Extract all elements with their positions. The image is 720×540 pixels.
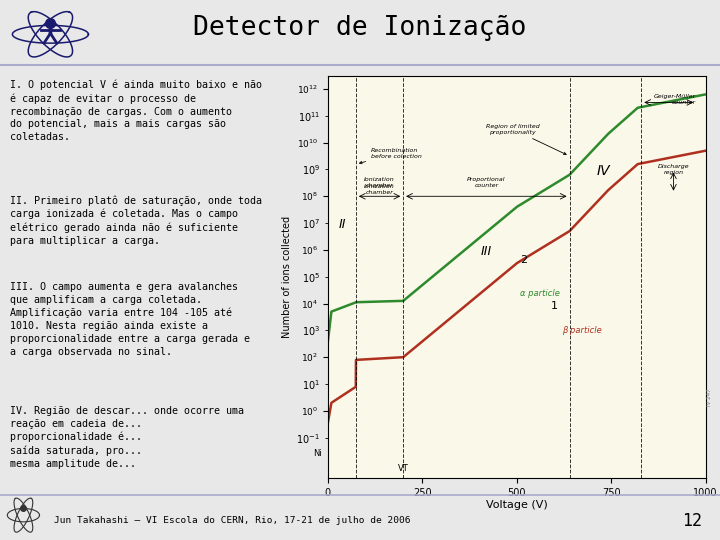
Text: Recombination
before colection: Recombination before colection bbox=[359, 148, 422, 164]
Text: III: III bbox=[481, 245, 492, 258]
Text: Jun Takahashi – VI Escola do CERN, Rio, 17-21 de julho de 2006: Jun Takahashi – VI Escola do CERN, Rio, … bbox=[54, 516, 410, 525]
Text: II. Primeiro platô de saturação, onde toda
carga ionizada é coletada. Mas o camp: II. Primeiro platô de saturação, onde to… bbox=[10, 195, 262, 246]
Text: α particle: α particle bbox=[521, 288, 560, 298]
Text: β particle: β particle bbox=[562, 326, 602, 335]
Text: III. O campo aumenta e gera avalanches
que amplificam a carga coletada.
Amplific: III. O campo aumenta e gera avalanches q… bbox=[10, 282, 251, 357]
Text: IV 247: IV 247 bbox=[708, 389, 713, 406]
Text: II: II bbox=[339, 219, 346, 232]
Text: I. O potencial V é ainda muito baixo e não
é capaz de evitar o processo de
recom: I. O potencial V é ainda muito baixo e n… bbox=[10, 80, 262, 142]
Text: Ionization
chamber: Ionization chamber bbox=[364, 178, 395, 188]
Text: 1: 1 bbox=[551, 301, 558, 311]
Text: IV: IV bbox=[597, 164, 611, 178]
X-axis label: Voltage (V): Voltage (V) bbox=[486, 501, 547, 510]
Text: 12: 12 bbox=[682, 511, 702, 530]
Text: Ni: Ni bbox=[313, 449, 322, 458]
Text: Ionization
chamber: Ionization chamber bbox=[364, 184, 395, 195]
Text: 2: 2 bbox=[521, 255, 528, 265]
Text: Proportional
counter: Proportional counter bbox=[467, 178, 505, 188]
Text: Region of limited
proportionality: Region of limited proportionality bbox=[486, 124, 566, 154]
Text: IV. Região de descar... onde ocorre uma
reação em cadeia de...
proporcionalidade: IV. Região de descar... onde ocorre uma … bbox=[10, 406, 244, 469]
Text: VT: VT bbox=[398, 464, 408, 474]
Text: Detector de Ionização: Detector de Ionização bbox=[193, 15, 527, 42]
Text: Geiger-Müller
counter: Geiger-Müller counter bbox=[654, 94, 696, 105]
Text: Discharge
region: Discharge region bbox=[657, 164, 689, 175]
Y-axis label: Number of ions collected: Number of ions collected bbox=[282, 215, 292, 338]
